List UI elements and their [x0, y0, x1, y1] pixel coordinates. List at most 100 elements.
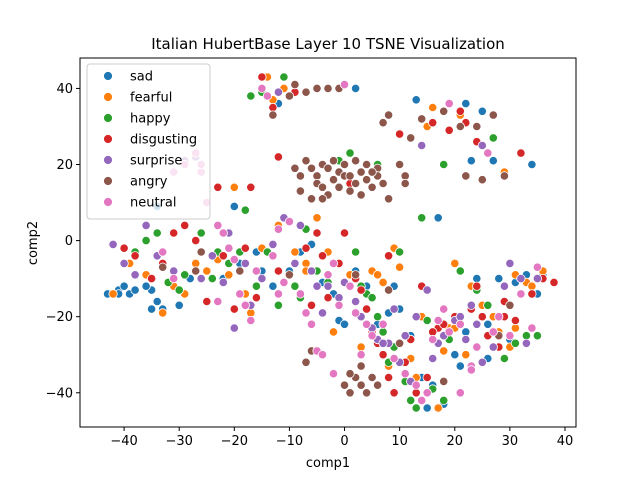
- point-happy-44: [510, 338, 521, 348]
- point-fearful-51: [202, 266, 212, 276]
- point-angry-25: [350, 156, 361, 166]
- legend-marker-surprise: [103, 155, 113, 165]
- point-neutral-55: [356, 350, 366, 360]
- point-neutral-26: [328, 258, 339, 268]
- point-fearful-35: [428, 102, 438, 113]
- point-disgusting-61: [273, 152, 283, 162]
- point-angry-54: [378, 118, 388, 128]
- y-tick-label: −40: [46, 386, 73, 401]
- point-neutral-21: [301, 308, 311, 318]
- point-sad-10: [141, 281, 151, 291]
- point-disgusting-6: [191, 236, 201, 246]
- point-sad-59: [483, 319, 493, 329]
- point-surprise-55: [477, 357, 487, 367]
- point-disgusting-30: [378, 350, 388, 360]
- point-happy-46: [532, 331, 543, 341]
- x-tick-label: −30: [165, 434, 192, 449]
- point-surprise-9: [207, 251, 217, 261]
- point-surprise-26: [350, 296, 361, 307]
- point-neutral-59: [455, 388, 465, 398]
- point-sad-43: [461, 99, 471, 109]
- point-angry-35: [383, 194, 394, 204]
- legend-label-surprise: surprise: [130, 154, 182, 169]
- point-disgusting-56: [549, 277, 559, 287]
- point-angry-62: [461, 171, 471, 181]
- point-sad-45: [472, 273, 482, 284]
- point-angry-56: [488, 110, 498, 120]
- point-angry-50: [356, 361, 366, 371]
- point-angry-15: [323, 163, 333, 173]
- x-tick-label: 10: [391, 434, 408, 449]
- point-angry-51: [372, 380, 383, 390]
- point-angry-27: [356, 167, 366, 177]
- point-neutral-18: [279, 277, 289, 287]
- point-angry-36: [306, 194, 317, 204]
- point-angry-58: [439, 106, 449, 116]
- point-angry-47: [345, 369, 355, 379]
- point-angry-73: [394, 338, 405, 348]
- point-angry-74: [439, 376, 449, 386]
- point-neutral-33: [378, 319, 388, 329]
- x-axis-label: comp1: [306, 456, 350, 471]
- point-angry-63: [477, 175, 487, 185]
- point-sad-58: [461, 327, 471, 337]
- point-happy-29: [394, 247, 405, 257]
- point-angry-22: [339, 159, 350, 170]
- point-surprise-1: [119, 258, 129, 268]
- point-neutral-52: [213, 296, 223, 307]
- point-neutral-12: [246, 315, 256, 326]
- point-angry-10: [306, 163, 317, 173]
- point-neutral-53: [273, 289, 283, 299]
- legend-marker-disgusting: [103, 134, 113, 144]
- point-surprise-44: [472, 319, 482, 329]
- point-disgusting-10: [229, 304, 239, 314]
- point-angry-64: [350, 270, 361, 280]
- point-neutral-45: [472, 342, 482, 352]
- legend-marker-sad: [103, 71, 113, 81]
- point-surprise-35: [411, 312, 421, 322]
- point-disgusting-0: [119, 243, 129, 253]
- point-fearful-10: [229, 182, 239, 192]
- legend-box: [86, 63, 211, 220]
- point-disgusting-2: [147, 273, 157, 284]
- point-angry-31: [367, 182, 377, 192]
- point-sad-15: [229, 201, 239, 211]
- point-disgusting-20: [306, 300, 317, 310]
- point-angry-40: [400, 171, 410, 181]
- point-happy-36: [439, 159, 449, 170]
- point-fearful-56: [439, 346, 449, 356]
- point-angry-30: [361, 159, 372, 170]
- point-sad-37: [411, 95, 421, 105]
- point-neutral-47: [494, 312, 504, 322]
- point-angry-26: [350, 178, 361, 189]
- point-angry-61: [499, 171, 509, 181]
- point-angry-39: [394, 159, 405, 170]
- point-angry-55: [383, 110, 394, 120]
- point-sad-46: [477, 106, 487, 116]
- point-disgusting-16: [273, 266, 283, 276]
- point-happy-5: [196, 228, 206, 238]
- x-tick-label: 30: [502, 434, 519, 449]
- point-surprise-42: [461, 334, 471, 345]
- point-fearful-12: [246, 308, 256, 318]
- point-angry-29: [361, 175, 372, 185]
- point-fearful-55: [510, 323, 521, 333]
- point-surprise-50: [521, 338, 532, 348]
- point-angry-28: [356, 190, 366, 200]
- chart-title: Italian HubertBase Layer 10 TSNE Visuali…: [151, 35, 505, 53]
- point-neutral-15: [262, 91, 272, 101]
- point-neutral-40: [433, 315, 443, 326]
- point-happy-47: [417, 213, 427, 223]
- point-happy-11: [251, 281, 261, 291]
- point-angry-67: [235, 266, 245, 276]
- point-happy-21: [350, 247, 361, 257]
- legend-label-sad: sad: [130, 70, 153, 85]
- point-happy-53: [406, 395, 416, 405]
- point-neutral-50: [527, 323, 537, 333]
- point-surprise-46: [488, 342, 498, 352]
- point-neutral-6: [213, 220, 223, 230]
- point-fearful-29: [394, 262, 405, 272]
- x-tick-label: 0: [340, 434, 348, 449]
- point-angry-0: [268, 110, 278, 120]
- point-angry-7: [290, 163, 300, 173]
